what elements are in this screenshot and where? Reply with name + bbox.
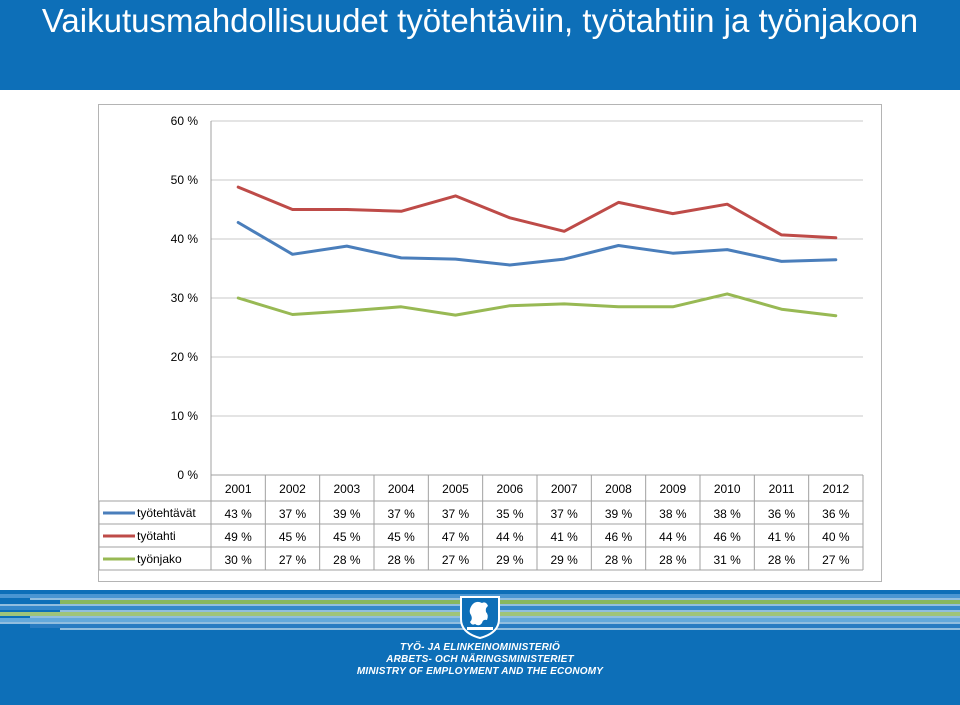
data-label: 49 % [224, 530, 252, 544]
legend-label: työnjako [137, 552, 182, 566]
y-tick-label: 0 % [177, 468, 198, 482]
y-tick-label: 50 % [171, 173, 199, 187]
data-label: 38 % [713, 507, 741, 521]
y-tick-label: 40 % [171, 232, 199, 246]
data-label: 41 % [768, 530, 796, 544]
legend-label: työtahti [137, 529, 176, 543]
data-label: 27 % [822, 553, 850, 567]
x-tick-label: 2001 [225, 482, 252, 496]
data-label: 28 % [768, 553, 796, 567]
data-label: 37 % [279, 507, 307, 521]
line-chart: 0 % 10 % 20 % 30 % 40 % 50 % 60 % 2001 2002 2003… [99, 114, 864, 571]
x-tick-label: 2005 [442, 482, 469, 496]
data-label: 39 % [333, 507, 361, 521]
data-label: 28 % [333, 553, 361, 567]
data-label: 37 % [550, 507, 578, 521]
y-tick-label: 10 % [171, 409, 199, 423]
series-line [236, 185, 838, 240]
data-label: 44 % [496, 530, 524, 544]
data-label: 43 % [224, 507, 252, 521]
x-tick-label: 2004 [388, 482, 415, 496]
data-label: 46 % [605, 530, 633, 544]
x-tick-label: 2010 [714, 482, 741, 496]
data-label: 36 % [768, 507, 796, 521]
decorative-stripe [60, 628, 960, 630]
data-label: 47 % [442, 530, 470, 544]
data-label: 39 % [605, 507, 633, 521]
series-line [236, 292, 838, 318]
x-tick-label: 2008 [605, 482, 632, 496]
data-label: 41 % [550, 530, 578, 544]
ministry-name-sv: ARBETS- OCH NÄRINGSMINISTERIET [386, 654, 574, 665]
data-label: 28 % [605, 553, 633, 567]
data-label: 28 % [387, 553, 415, 567]
data-label: 29 % [496, 553, 524, 567]
data-label: 27 % [279, 553, 307, 567]
data-label: 29 % [550, 553, 578, 567]
data-label: 45 % [279, 530, 307, 544]
page-title: Vaikutusmahdollisuudet työtehtäviin, työ… [41, 2, 919, 39]
title-band: Vaikutusmahdollisuudet työtehtäviin, työ… [0, 0, 960, 90]
data-label: 36 % [822, 507, 850, 521]
x-tick-label: 2007 [551, 482, 578, 496]
x-tick-label: 2002 [279, 482, 306, 496]
legend-label: työtehtävät [137, 506, 196, 520]
data-label: 38 % [659, 507, 687, 521]
data-label: 37 % [387, 507, 415, 521]
data-label: 37 % [442, 507, 470, 521]
x-tick-label: 2012 [822, 482, 849, 496]
ministry-name-en: MINISTRY OF EMPLOYMENT AND THE ECONOMY [356, 666, 604, 677]
x-tick-label: 2006 [496, 482, 523, 496]
data-label: 44 % [659, 530, 687, 544]
data-label: 45 % [333, 530, 361, 544]
data-label: 40 % [822, 530, 850, 544]
x-tick-label: 2003 [333, 482, 360, 496]
chart-frame: 0 % 10 % 20 % 30 % 40 % 50 % 60 % 2001 2002 2003… [98, 104, 882, 582]
data-label: 28 % [659, 553, 687, 567]
x-tick-label: 2009 [659, 482, 686, 496]
data-label: 30 % [224, 553, 252, 567]
ministry-name-fi: TYÖ- JA ELINKEINOMINISTERIÖ [399, 642, 561, 653]
data-label: 31 % [713, 553, 741, 567]
y-tick-label: 60 % [171, 114, 199, 128]
x-tick-label: 2011 [769, 482, 795, 496]
data-label: 35 % [496, 507, 524, 521]
y-tick-label: 20 % [171, 350, 199, 364]
decorative-stripe [60, 600, 960, 604]
series-line [236, 221, 838, 267]
decorative-stripe [60, 610, 960, 612]
data-label: 27 % [442, 553, 470, 567]
data-label: 46 % [713, 530, 741, 544]
y-tick-label: 30 % [171, 291, 199, 305]
data-label: 45 % [387, 530, 415, 544]
lion-emblem-icon [460, 596, 500, 639]
